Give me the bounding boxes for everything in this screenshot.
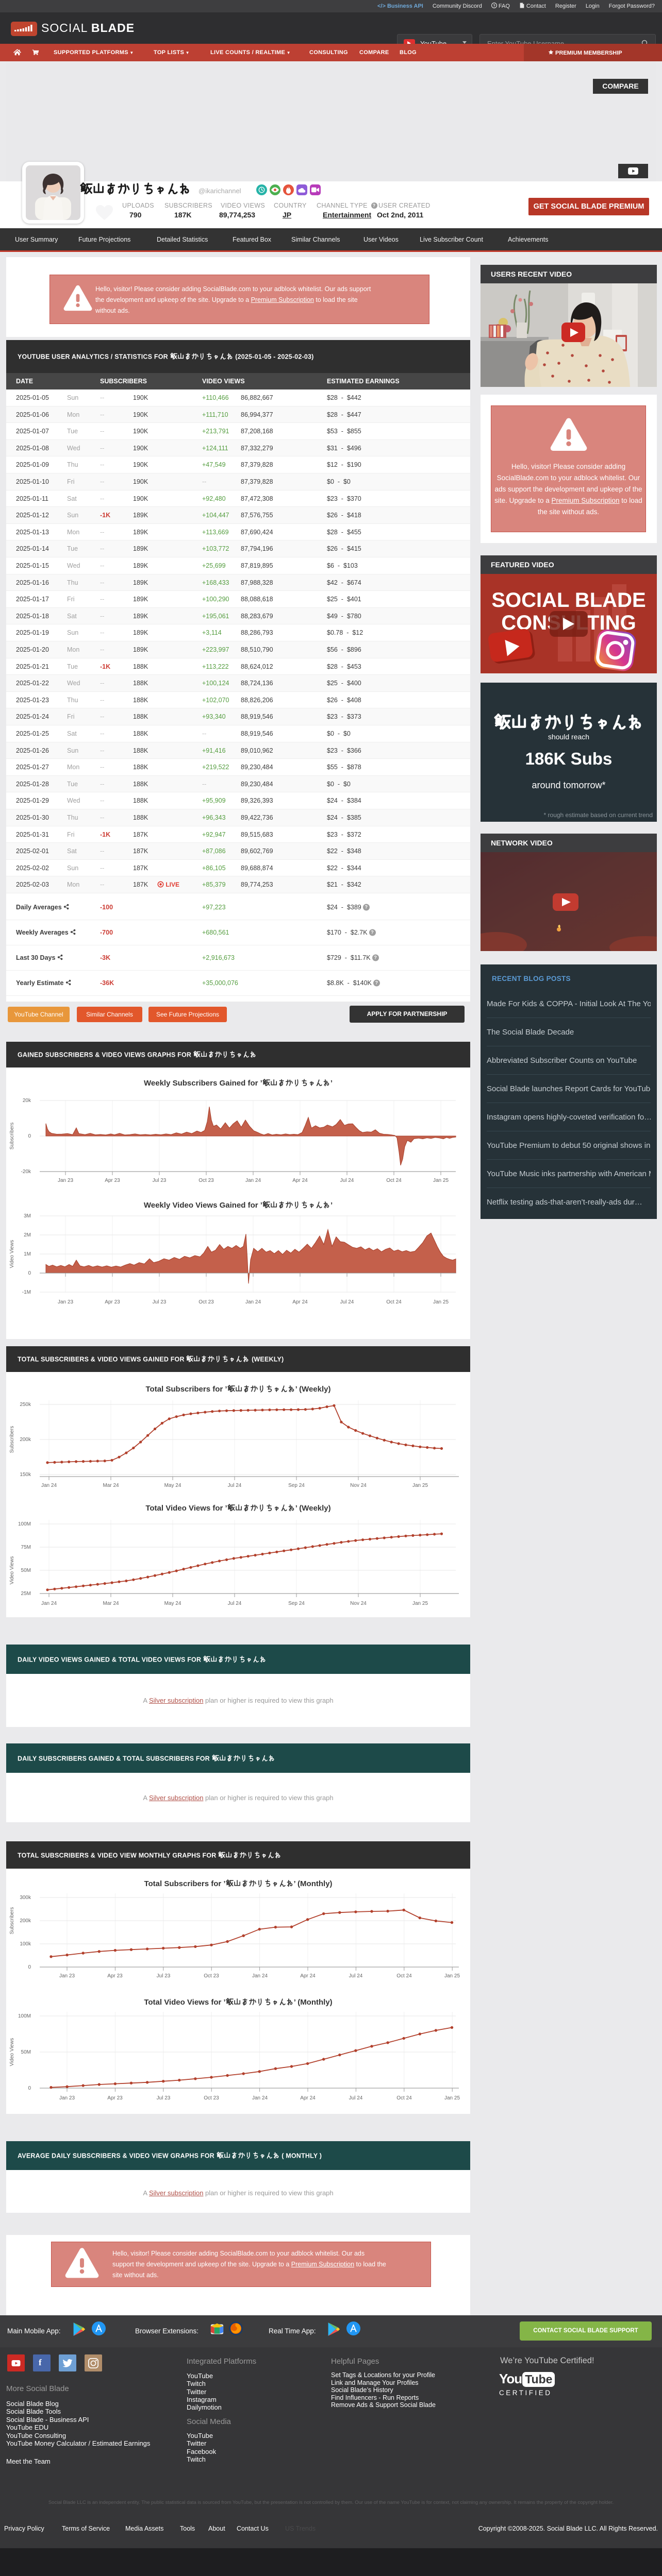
svg-text:0: 0 — [28, 2086, 31, 2091]
svg-text:Nov 24: Nov 24 — [350, 1601, 367, 1606]
svg-text:Jul 23: Jul 23 — [153, 1299, 167, 1305]
svg-text:25M: 25M — [21, 1591, 31, 1597]
svg-text:Jul 24: Jul 24 — [349, 1973, 363, 1979]
svg-text:Jul 23: Jul 23 — [157, 1973, 171, 1979]
svg-text:Oct 23: Oct 23 — [204, 2095, 219, 2101]
svg-text:Subscribers: Subscribers — [9, 1907, 15, 1935]
svg-text:Jan 25: Jan 25 — [412, 1483, 428, 1488]
svg-text:Jan 24: Jan 24 — [252, 2095, 268, 2101]
svg-text:20k: 20k — [23, 1098, 31, 1104]
svg-text:Jul 24: Jul 24 — [228, 1483, 242, 1488]
svg-text:3M: 3M — [24, 1213, 31, 1219]
svg-text:Apr 24: Apr 24 — [292, 1299, 308, 1305]
svg-text:Jan 23: Jan 23 — [59, 2095, 75, 2101]
svg-text:Oct 24: Oct 24 — [396, 1973, 412, 1979]
svg-text:Video Views: Video Views — [9, 1240, 15, 1268]
svg-text:Subscribers: Subscribers — [9, 1123, 15, 1150]
svg-text:0: 0 — [28, 1270, 31, 1276]
svg-text:0: 0 — [28, 1133, 31, 1139]
svg-text:300k: 300k — [20, 1895, 31, 1901]
svg-text:Jan 25: Jan 25 — [433, 1299, 449, 1305]
svg-text:Jan 24: Jan 24 — [41, 1601, 57, 1606]
svg-text:50M: 50M — [21, 2049, 31, 2055]
svg-text:Mar 24: Mar 24 — [103, 1483, 119, 1488]
svg-text:Oct 23: Oct 23 — [198, 1299, 214, 1305]
svg-text:Jul 24: Jul 24 — [340, 1299, 354, 1305]
svg-text:Oct 24: Oct 24 — [396, 2095, 412, 2101]
svg-text:Jul 24: Jul 24 — [349, 2095, 363, 2101]
svg-text:75M: 75M — [21, 1545, 31, 1550]
svg-text:Video Views: Video Views — [9, 2038, 15, 2066]
svg-text:Subscribers: Subscribers — [9, 1426, 15, 1453]
svg-text:Apr 23: Apr 23 — [107, 1973, 123, 1979]
svg-text:2M: 2M — [24, 1232, 31, 1238]
svg-text:Oct 24: Oct 24 — [386, 1178, 402, 1183]
svg-text:Jan 23: Jan 23 — [59, 1973, 75, 1979]
svg-text:100k: 100k — [20, 1941, 31, 1947]
svg-text:Jan 23: Jan 23 — [58, 1299, 73, 1305]
svg-text:100M: 100M — [18, 1521, 31, 1527]
svg-text:1M: 1M — [24, 1251, 31, 1257]
svg-text:Jul 23: Jul 23 — [157, 2095, 171, 2101]
svg-text:Oct 23: Oct 23 — [198, 1178, 214, 1183]
svg-text:Apr 24: Apr 24 — [300, 2095, 316, 2101]
svg-text:100M: 100M — [18, 2013, 31, 2019]
svg-text:Video Views: Video Views — [9, 1556, 15, 1585]
svg-text:Jan 24: Jan 24 — [245, 1299, 261, 1305]
svg-text:Sep 24: Sep 24 — [288, 1483, 305, 1488]
svg-text:?: ? — [493, 4, 495, 8]
svg-text:-1M: -1M — [22, 1290, 31, 1295]
svg-text:Jan 24: Jan 24 — [252, 1973, 268, 1979]
svg-text:Jan 24: Jan 24 — [245, 1178, 261, 1183]
svg-text:150k: 150k — [20, 1472, 31, 1478]
svg-text:Apr 24: Apr 24 — [300, 1973, 316, 1979]
svg-text:Jan 25: Jan 25 — [433, 1178, 449, 1183]
svg-text:Apr 24: Apr 24 — [292, 1178, 308, 1183]
svg-text:0: 0 — [28, 1964, 31, 1970]
svg-text:250k: 250k — [20, 1402, 31, 1408]
svg-text:Sep 24: Sep 24 — [288, 1601, 305, 1606]
svg-text:200k: 200k — [20, 1918, 31, 1924]
svg-text:50M: 50M — [21, 1568, 31, 1573]
svg-text:Jan 25: Jan 25 — [444, 1973, 460, 1979]
svg-text:Mar 24: Mar 24 — [103, 1601, 119, 1606]
svg-text:Jan 25: Jan 25 — [444, 2095, 460, 2101]
svg-text:-20k: -20k — [21, 1169, 31, 1175]
svg-text:Jan 25: Jan 25 — [412, 1601, 428, 1606]
svg-text:Nov 24: Nov 24 — [350, 1483, 367, 1488]
svg-text:Jul 23: Jul 23 — [153, 1178, 167, 1183]
svg-text:Jul 24: Jul 24 — [228, 1601, 242, 1606]
svg-text:200k: 200k — [20, 1437, 31, 1443]
svg-text:Jan 23: Jan 23 — [58, 1178, 73, 1183]
svg-text:May 24: May 24 — [164, 1483, 181, 1488]
svg-text:Jan 24: Jan 24 — [41, 1483, 57, 1488]
svg-text:SOCIAL BLADE: SOCIAL BLADE — [491, 589, 646, 612]
svg-text:Apr 23: Apr 23 — [107, 2095, 123, 2101]
svg-text:Jul 24: Jul 24 — [340, 1178, 354, 1183]
svg-text:May 24: May 24 — [164, 1601, 181, 1606]
svg-text:Apr 23: Apr 23 — [105, 1178, 120, 1183]
svg-text:Oct 23: Oct 23 — [204, 1973, 219, 1979]
svg-text:Oct 24: Oct 24 — [386, 1299, 402, 1305]
svg-text:Apr 23: Apr 23 — [105, 1299, 120, 1305]
